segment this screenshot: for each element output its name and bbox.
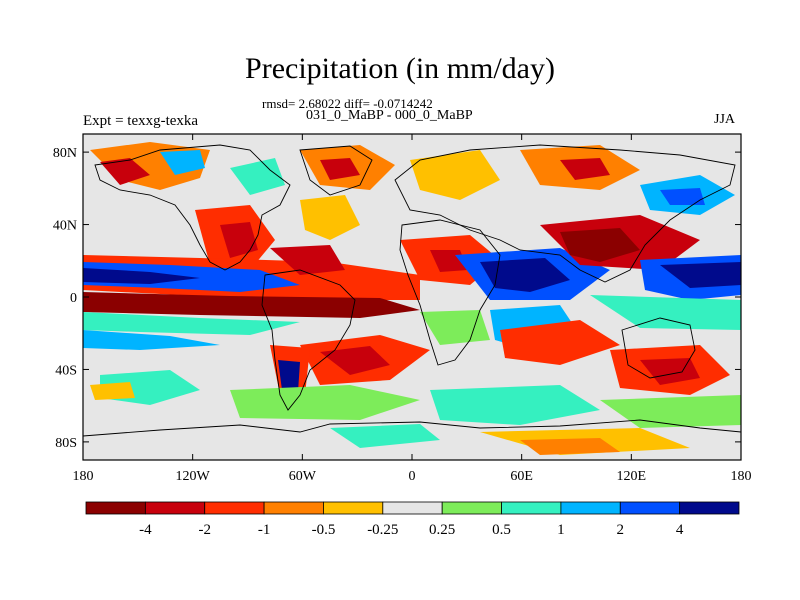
experiment-label: Expt = texxg-texka bbox=[83, 113, 199, 129]
colorbar-level-label: 4 bbox=[676, 522, 684, 538]
colorbar-level-label: -1 bbox=[258, 522, 271, 538]
y-tick-label: 80N bbox=[53, 146, 77, 161]
season-label: JJA bbox=[714, 112, 736, 127]
x-tick-label: 120E bbox=[617, 469, 647, 484]
colorbar-level-label: 0.25 bbox=[429, 522, 455, 538]
colorbar-swatch bbox=[382, 501, 443, 515]
colorbar-level-label: -0.25 bbox=[367, 522, 398, 538]
colorbar-level-label: 2 bbox=[617, 522, 625, 538]
colorbar-level-label: 1 bbox=[557, 522, 565, 538]
x-tick-label: 60W bbox=[289, 469, 317, 484]
colorbar-swatch bbox=[560, 501, 621, 515]
precip-field bbox=[83, 134, 741, 460]
colorbar-swatch bbox=[679, 501, 740, 515]
colorbar-swatch bbox=[501, 501, 562, 515]
colorbar-level-label: -4 bbox=[139, 522, 152, 538]
colorbar-level-label: -2 bbox=[198, 522, 211, 538]
colorbar-swatch bbox=[144, 501, 206, 515]
chart-title: Precipitation (in mm/day) bbox=[245, 52, 555, 85]
period-line: 031_0_MaBP - 000_0_MaBP bbox=[306, 108, 473, 123]
x-tick-label: 180 bbox=[73, 469, 94, 484]
y-tick-label: 40N bbox=[53, 219, 77, 234]
x-tick-label: 60E bbox=[510, 469, 533, 484]
y-tick-label: 80S bbox=[55, 436, 77, 451]
colorbar-swatch bbox=[619, 501, 681, 515]
colorbar-swatch bbox=[85, 501, 146, 515]
colorbar-swatch bbox=[323, 501, 384, 515]
stats-line: rmsd= 2.68022 diff= -0.0714242 bbox=[262, 96, 433, 111]
y-tick-label: 40S bbox=[55, 363, 77, 378]
colorbar-swatch bbox=[204, 501, 265, 515]
colorbar-swatch bbox=[263, 501, 324, 515]
y-tick-label: 0 bbox=[70, 291, 77, 306]
colorbar-level-label: 0.5 bbox=[492, 522, 511, 538]
colorbar-level-label: -0.5 bbox=[312, 522, 336, 538]
colorbar-swatch bbox=[441, 501, 502, 515]
x-tick-label: 120W bbox=[176, 469, 211, 484]
x-tick-label: 0 bbox=[409, 469, 416, 484]
x-tick-label: 180 bbox=[731, 469, 752, 484]
coastlines bbox=[83, 144, 741, 437]
